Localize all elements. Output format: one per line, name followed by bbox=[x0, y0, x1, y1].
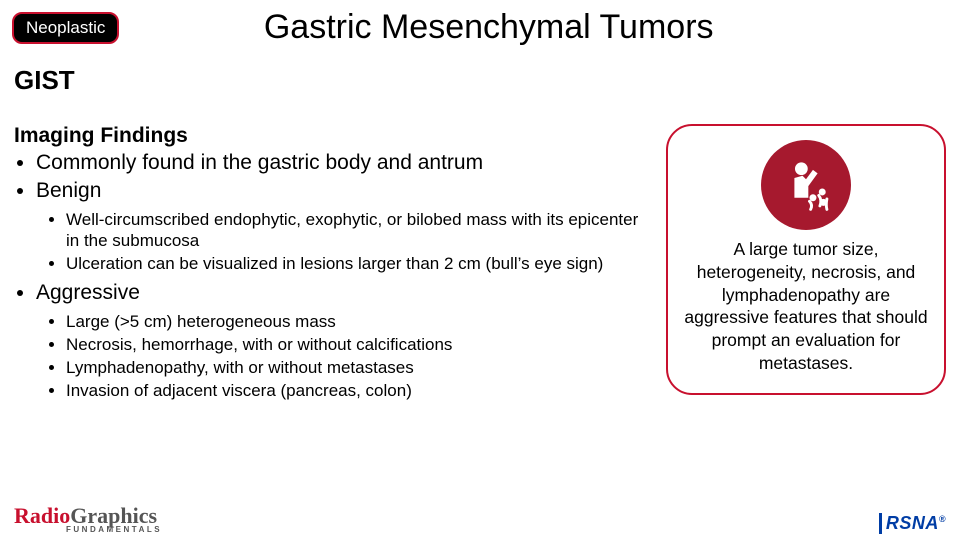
list-item: Lymphadenopathy, with or without metasta… bbox=[66, 357, 650, 378]
header: Neoplastic Gastric Mesenchymal Tumors bbox=[0, 0, 960, 47]
list-item: Large (>5 cm) heterogeneous mass bbox=[66, 311, 650, 332]
content-row: Imaging Findings Commonly found in the g… bbox=[0, 96, 960, 408]
logo-text-graphics: Graphics bbox=[70, 503, 157, 528]
slide-title: Gastric Mesenchymal Tumors bbox=[139, 8, 948, 47]
list-item: Commonly found in the gastric body and a… bbox=[36, 150, 650, 176]
rsna-logo: RSNA® bbox=[879, 513, 946, 534]
section-heading: Imaging Findings bbox=[14, 124, 650, 148]
subtitle: GIST bbox=[0, 47, 960, 96]
bullet-list: Commonly found in the gastric body and a… bbox=[14, 150, 650, 402]
list-item-label: Benign bbox=[36, 179, 101, 202]
category-badge: Neoplastic bbox=[12, 12, 119, 44]
callout-box: A large tumor size, heterogeneity, necro… bbox=[666, 124, 946, 395]
radiographics-logo: RadioGraphics FUNDAMENTALS bbox=[14, 506, 162, 534]
teaching-icon bbox=[761, 140, 851, 230]
list-item-label: Aggressive bbox=[36, 281, 140, 304]
list-item: Ulceration can be visualized in lesions … bbox=[66, 253, 650, 274]
list-item: Invasion of adjacent viscera (pancreas, … bbox=[66, 380, 650, 401]
logo-subtext: FUNDAMENTALS bbox=[66, 526, 162, 534]
right-column: A large tumor size, heterogeneity, necro… bbox=[666, 124, 946, 408]
sub-list: Well-circumscribed endophytic, exophytic… bbox=[36, 209, 650, 275]
callout-text: A large tumor size, heterogeneity, necro… bbox=[684, 238, 928, 375]
list-item: Aggressive Large (>5 cm) heterogeneous m… bbox=[36, 280, 650, 401]
left-column: Imaging Findings Commonly found in the g… bbox=[14, 124, 666, 408]
list-item: Necrosis, hemorrhage, with or without ca… bbox=[66, 334, 650, 355]
footer: RadioGraphics FUNDAMENTALS RSNA® bbox=[14, 506, 946, 534]
list-item: Benign Well-circumscribed endophytic, ex… bbox=[36, 178, 650, 274]
sub-list: Large (>5 cm) heterogeneous mass Necrosi… bbox=[36, 311, 650, 402]
list-item: Well-circumscribed endophytic, exophytic… bbox=[66, 209, 650, 252]
rsna-text: RSNA bbox=[886, 513, 939, 533]
logo-text-radio: Radio bbox=[14, 503, 70, 528]
registered-icon: ® bbox=[939, 514, 946, 524]
